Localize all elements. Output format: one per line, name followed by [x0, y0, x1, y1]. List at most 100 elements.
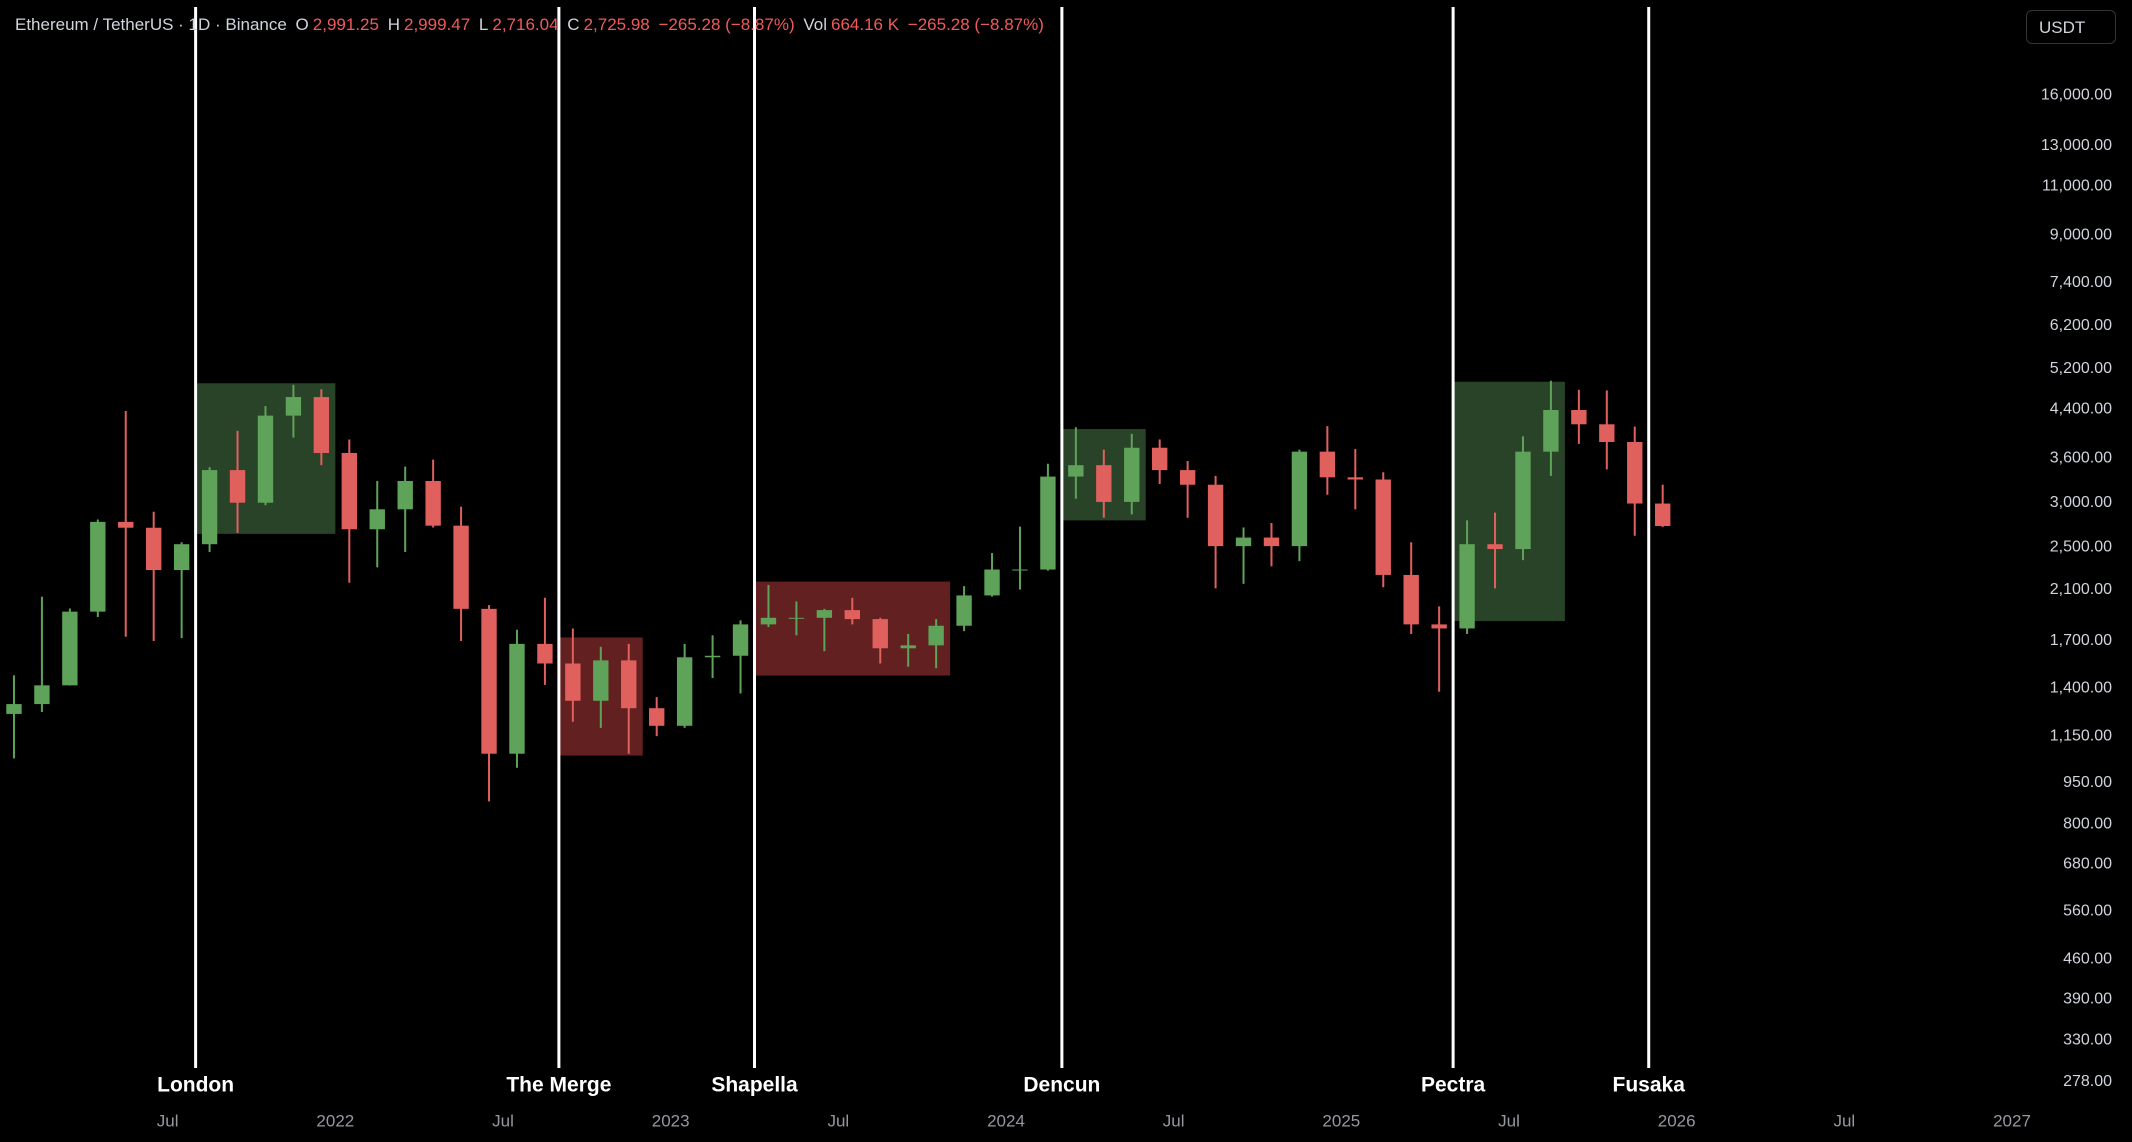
- candle-body: [34, 685, 50, 705]
- x-tick-label: Jul: [157, 1111, 179, 1130]
- event-label: Fusaka: [1613, 1074, 1686, 1097]
- candle-body: [956, 595, 972, 626]
- y-tick-label: 16,000.00: [2041, 86, 2112, 103]
- event-label: London: [157, 1074, 234, 1097]
- candle-body: [285, 397, 302, 416]
- y-tick-label: 9,000.00: [2050, 226, 2112, 243]
- y-tick-label: 800.00: [2063, 816, 2112, 833]
- volume-label: Vol: [803, 15, 827, 34]
- y-tick-label: 1,150.00: [2050, 727, 2112, 744]
- candle-body: [984, 569, 1000, 596]
- candle-body: [90, 521, 106, 612]
- candle-body: [537, 643, 553, 664]
- candle-body: [6, 704, 22, 714]
- candle-body: [704, 655, 721, 658]
- y-tick-label: 560.00: [2063, 903, 2112, 920]
- ohlc-label: O: [295, 15, 309, 34]
- candle-body: [453, 525, 469, 609]
- zone: [754, 581, 951, 676]
- candle-body: [62, 611, 78, 686]
- candle-body: [1627, 441, 1643, 504]
- candle-body: [1655, 503, 1671, 527]
- event-label: Pectra: [1421, 1074, 1486, 1097]
- candle-body: [1515, 451, 1531, 550]
- candle-body: [481, 608, 497, 754]
- event-label: Dencun: [1023, 1074, 1100, 1097]
- candle-body: [369, 509, 385, 530]
- candle-body: [1571, 410, 1587, 425]
- symbol: Ethereum / TetherUS · 1D · Binance: [15, 15, 287, 34]
- candle-body: [1403, 574, 1419, 625]
- y-tick-label: 1,700.00: [2050, 632, 2112, 649]
- y-tick-label: 278.00: [2063, 1073, 2112, 1090]
- y-tick-label: 2,100.00: [2050, 581, 2112, 598]
- ohlc-value: 2,999.47: [403, 15, 471, 34]
- currency-button[interactable]: USDT: [2026, 10, 2116, 44]
- y-tick-label: 330.00: [2063, 1031, 2112, 1048]
- y-tick-label: 680.00: [2063, 855, 2112, 872]
- candle-body: [229, 470, 246, 503]
- ohlc-label: L: [478, 15, 489, 34]
- candle-body: [1207, 484, 1224, 547]
- x-tick-label: Jul: [1163, 1111, 1185, 1130]
- ohlc-label: C: [567, 15, 580, 34]
- candle-body: [1291, 451, 1308, 547]
- candle-body: [1347, 477, 1363, 480]
- y-tick-label: 2,500.00: [2050, 538, 2112, 555]
- volume: 664.16 K: [830, 15, 900, 34]
- y-tick-label: 1,400.00: [2050, 679, 2112, 696]
- candle-body: [313, 397, 330, 453]
- candle-body: [1152, 447, 1168, 471]
- y-tick-label: 390.00: [2063, 991, 2112, 1008]
- candle-body: [1487, 544, 1503, 550]
- candle-body: [1096, 465, 1112, 502]
- candle-body: [1431, 624, 1447, 629]
- candle-body: [565, 663, 581, 701]
- candle-body: [173, 544, 190, 571]
- x-tick-label: Jul: [492, 1111, 514, 1130]
- x-tick-label: 2022: [316, 1111, 354, 1130]
- candle-body: [118, 521, 134, 528]
- y-tick-label: 3,600.00: [2050, 450, 2112, 467]
- y-tick-label: 11,000.00: [2042, 178, 2112, 195]
- candle-body: [201, 470, 218, 545]
- candle-body: [928, 625, 944, 646]
- candle-body: [1124, 447, 1140, 502]
- x-tick-label: Jul: [1833, 1111, 1855, 1130]
- candle-body: [816, 610, 833, 618]
- y-tick-label: 950.00: [2063, 774, 2112, 791]
- candle-body: [1012, 569, 1028, 571]
- y-tick-label: 6,200.00: [2050, 317, 2112, 334]
- candle-body: [1543, 410, 1559, 452]
- volume-change: −265.28 (−8.87%): [907, 15, 1044, 34]
- x-tick-label: 2024: [987, 1111, 1025, 1130]
- candle-body: [621, 660, 637, 709]
- x-tick-label: 2026: [1658, 1111, 1696, 1130]
- y-tick-label: 7,400.00: [2050, 274, 2112, 291]
- candle-body: [1040, 476, 1056, 570]
- candle-body: [872, 619, 888, 649]
- candle-body: [1599, 424, 1615, 442]
- y-tick-label: 5,200.00: [2050, 360, 2112, 377]
- symbol-header: Ethereum / TetherUS · 1D · Binance O 2,99…: [15, 15, 1048, 35]
- y-tick-label: 3,000.00: [2050, 494, 2112, 511]
- candle-body: [676, 657, 693, 726]
- candle-body: [732, 624, 749, 656]
- ohlc-value: 2,725.98: [583, 15, 650, 34]
- candle-body: [1459, 544, 1475, 629]
- candle-body: [900, 645, 916, 649]
- candle-body: [1319, 451, 1336, 478]
- change: −265.28 (−8.87%): [658, 15, 795, 34]
- ohlc-value: 2,716.04: [492, 15, 559, 34]
- candle-body: [649, 708, 665, 726]
- candle-body: [146, 527, 162, 571]
- x-tick-label: Jul: [1498, 1111, 1520, 1130]
- candle-body: [1068, 465, 1084, 477]
- x-tick-label: 2027: [1993, 1111, 2031, 1130]
- y-tick-label: 13,000.00: [2041, 137, 2112, 154]
- candle-body: [341, 452, 357, 530]
- candle-body: [397, 480, 413, 510]
- y-tick-label: 460.00: [2063, 950, 2112, 967]
